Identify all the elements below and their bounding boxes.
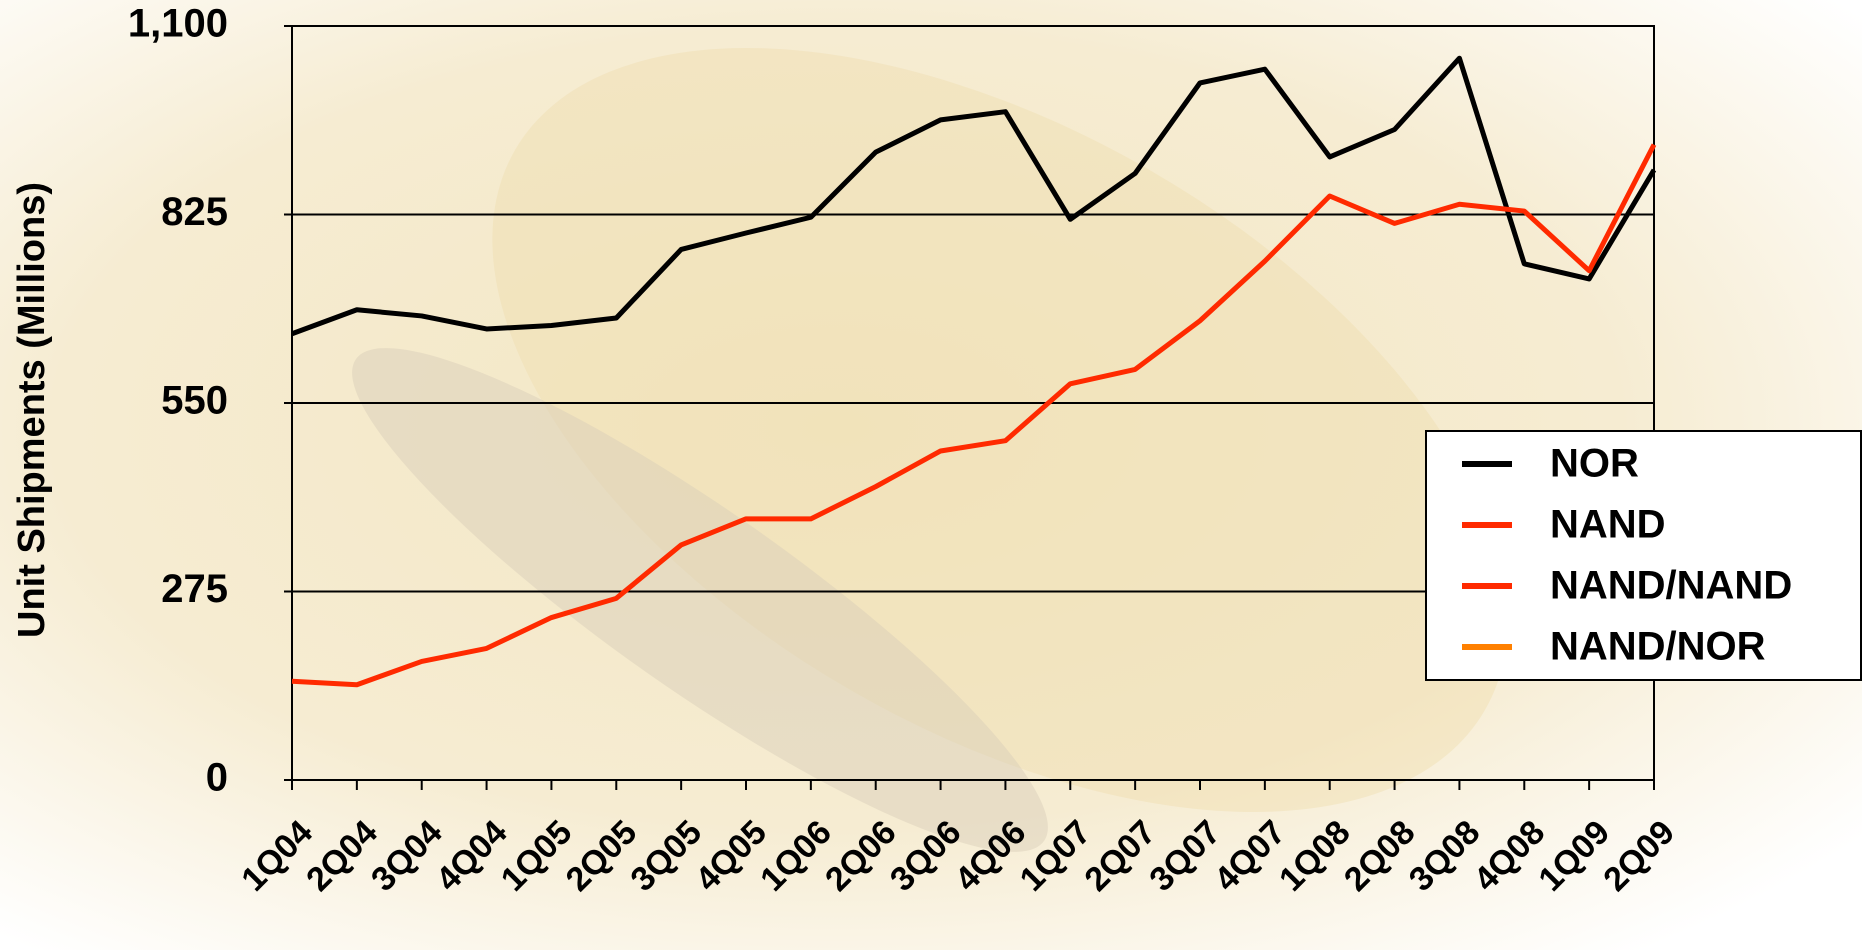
legend-label: NAND <box>1550 503 1666 547</box>
y-tick-label: 0 <box>206 756 228 800</box>
y-axis-label: Unit Shipments (Millions) <box>11 182 53 638</box>
y-tick-label: 1,100 <box>128 2 228 46</box>
plot-border <box>291 25 1655 781</box>
y-tick-label: 825 <box>161 190 228 234</box>
background-shape <box>492 48 1508 812</box>
legend-label: NAND/NOR <box>1550 625 1766 669</box>
series-line <box>291 143 1657 688</box>
legend-label: NAND/NAND <box>1550 564 1792 608</box>
series-line <box>291 55 1657 337</box>
y-tick-label: 275 <box>161 567 228 611</box>
y-tick-label: 550 <box>161 379 228 423</box>
legend-box <box>1425 430 1862 681</box>
legend-label: NOR <box>1550 442 1639 486</box>
background-shape <box>352 348 1048 852</box>
